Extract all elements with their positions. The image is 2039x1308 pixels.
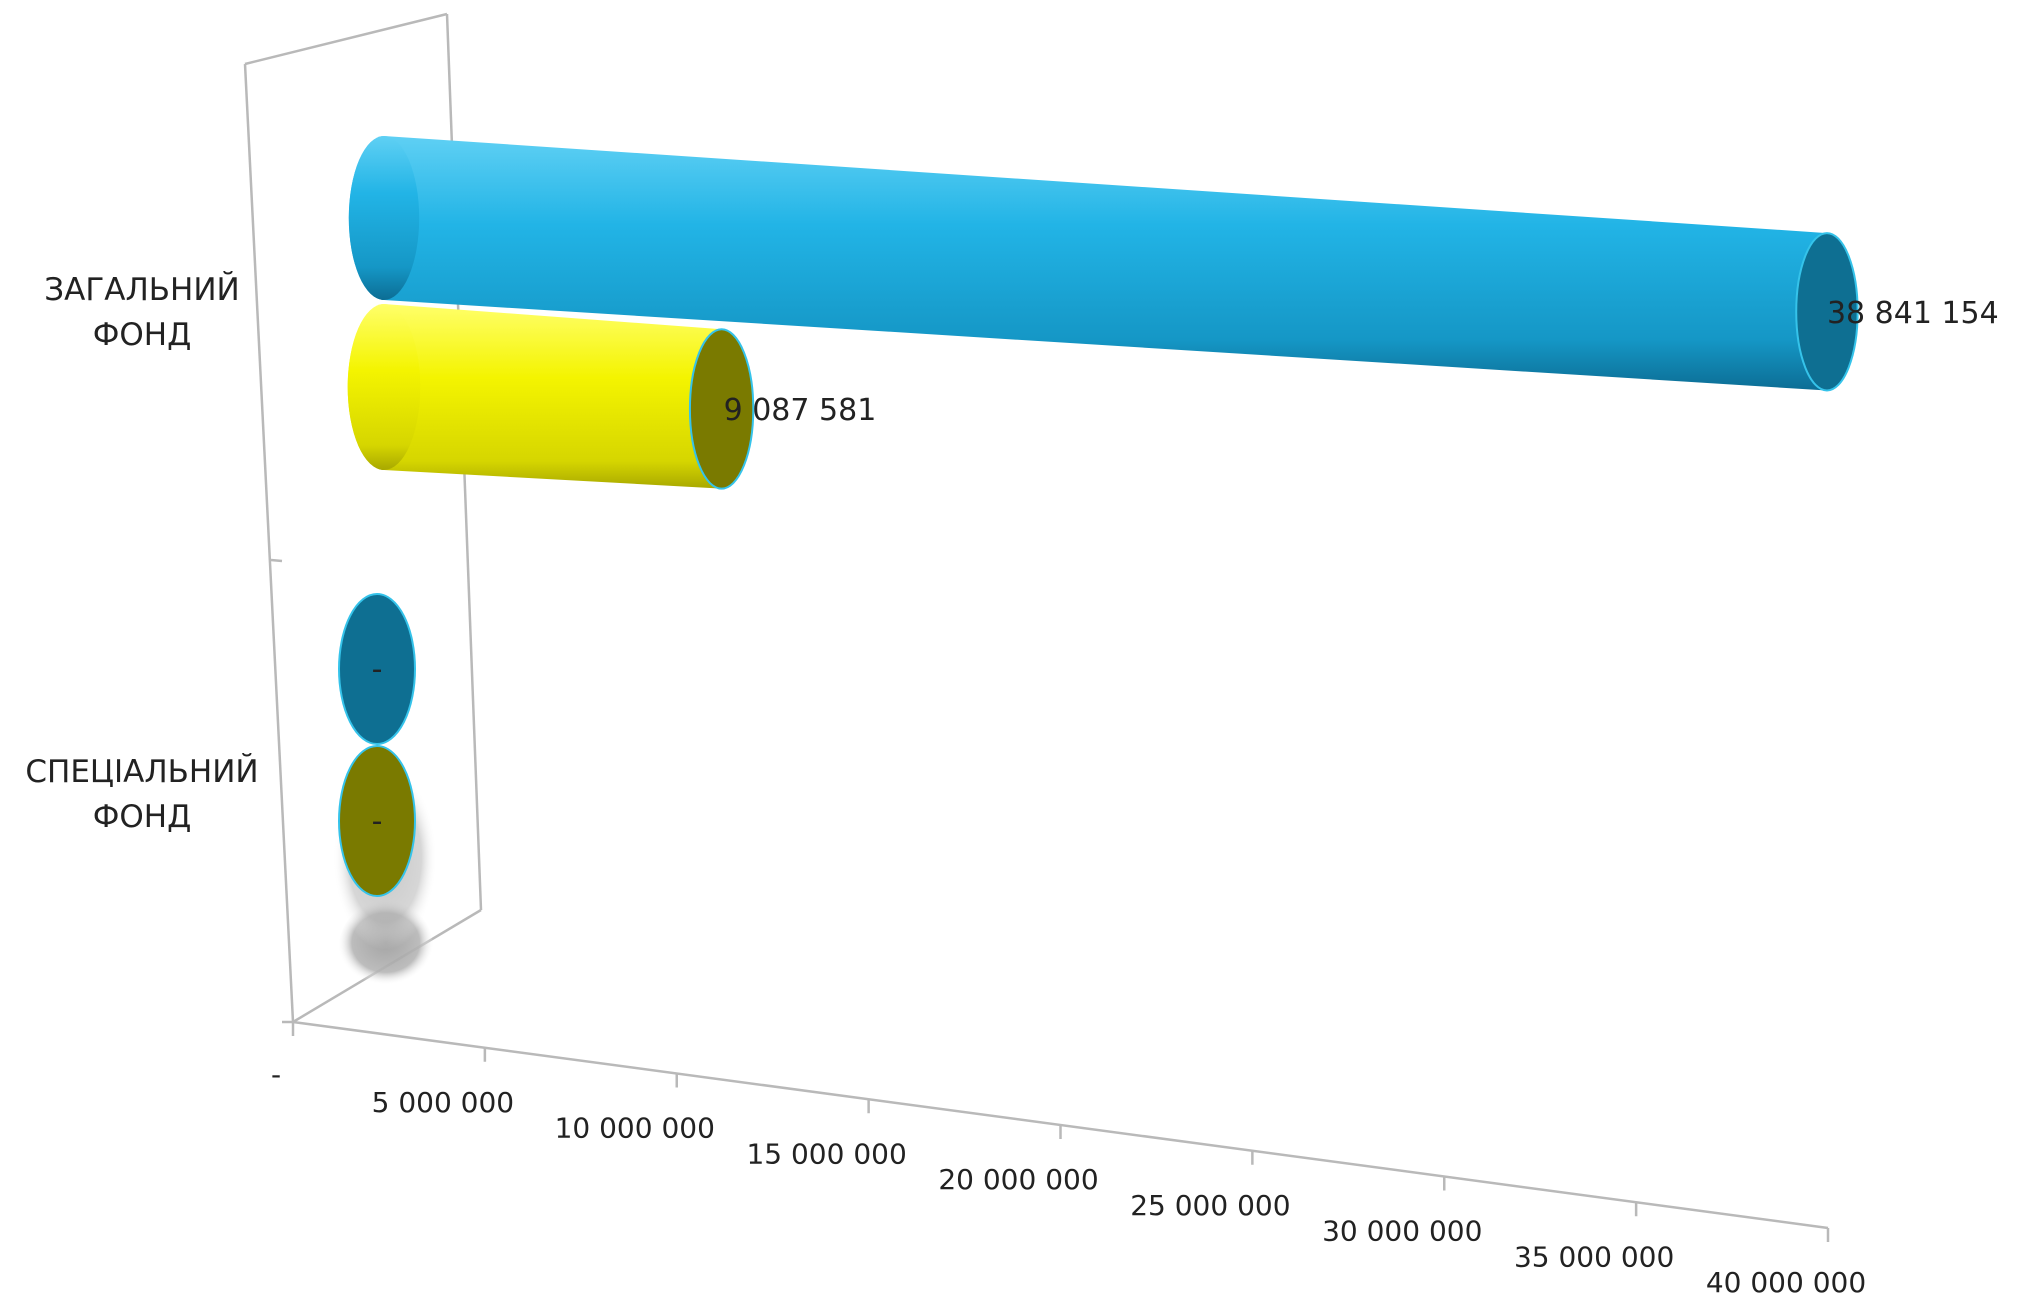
data-label: 38 841 154 <box>1827 296 1999 331</box>
value-tick-label: - <box>271 1058 281 1091</box>
data-label: - <box>372 652 383 687</box>
value-tick-label: 20 000 000 <box>938 1163 1098 1196</box>
value-tick-label: 35 000 000 <box>1514 1240 1674 1273</box>
data-labels: 38 841 154 9 087 581 - - <box>372 296 1999 839</box>
value-tick-label: 25 000 000 <box>1130 1189 1290 1222</box>
value-axis-ticks <box>291 1022 1830 1242</box>
value-axis-tick-labels: - 5 000 000 10 000 000 15 000 000 20 000 000… <box>271 1058 1866 1299</box>
value-tick-label: 10 000 000 <box>555 1112 715 1145</box>
back-wall-top-edge <box>244 12 448 66</box>
category-axis-line <box>243 63 295 1023</box>
bars <box>338 136 1859 897</box>
value-tick-label: 5 000 000 <box>372 1086 515 1119</box>
data-label: 9 087 581 <box>724 393 877 428</box>
value-tick-label: 40 000 000 <box>1706 1266 1866 1299</box>
bar-end-cap <box>338 593 416 745</box>
bar-end-cap <box>1795 232 1859 392</box>
bar-end-cap <box>688 328 755 490</box>
category-labels: ЗАГАЛЬНИЙ ФОНД СПЕЦІАЛЬНИЙ ФОНД <box>25 272 258 835</box>
bar-start-cap <box>347 304 421 470</box>
bar-body <box>347 304 722 489</box>
bar-start-cap <box>348 136 420 300</box>
bar-body <box>348 136 1827 391</box>
value-tick-label: 30 000 000 <box>1322 1215 1482 1248</box>
data-label: - <box>372 804 383 839</box>
category-label: ЗАГАЛЬНИЙ ФОНД <box>44 272 239 353</box>
bar-end-cap <box>338 745 416 897</box>
value-tick-label: 15 000 000 <box>746 1137 906 1170</box>
category-label: СПЕЦІАЛЬНИЙ ФОНД <box>25 754 258 835</box>
category-tick <box>270 558 283 563</box>
